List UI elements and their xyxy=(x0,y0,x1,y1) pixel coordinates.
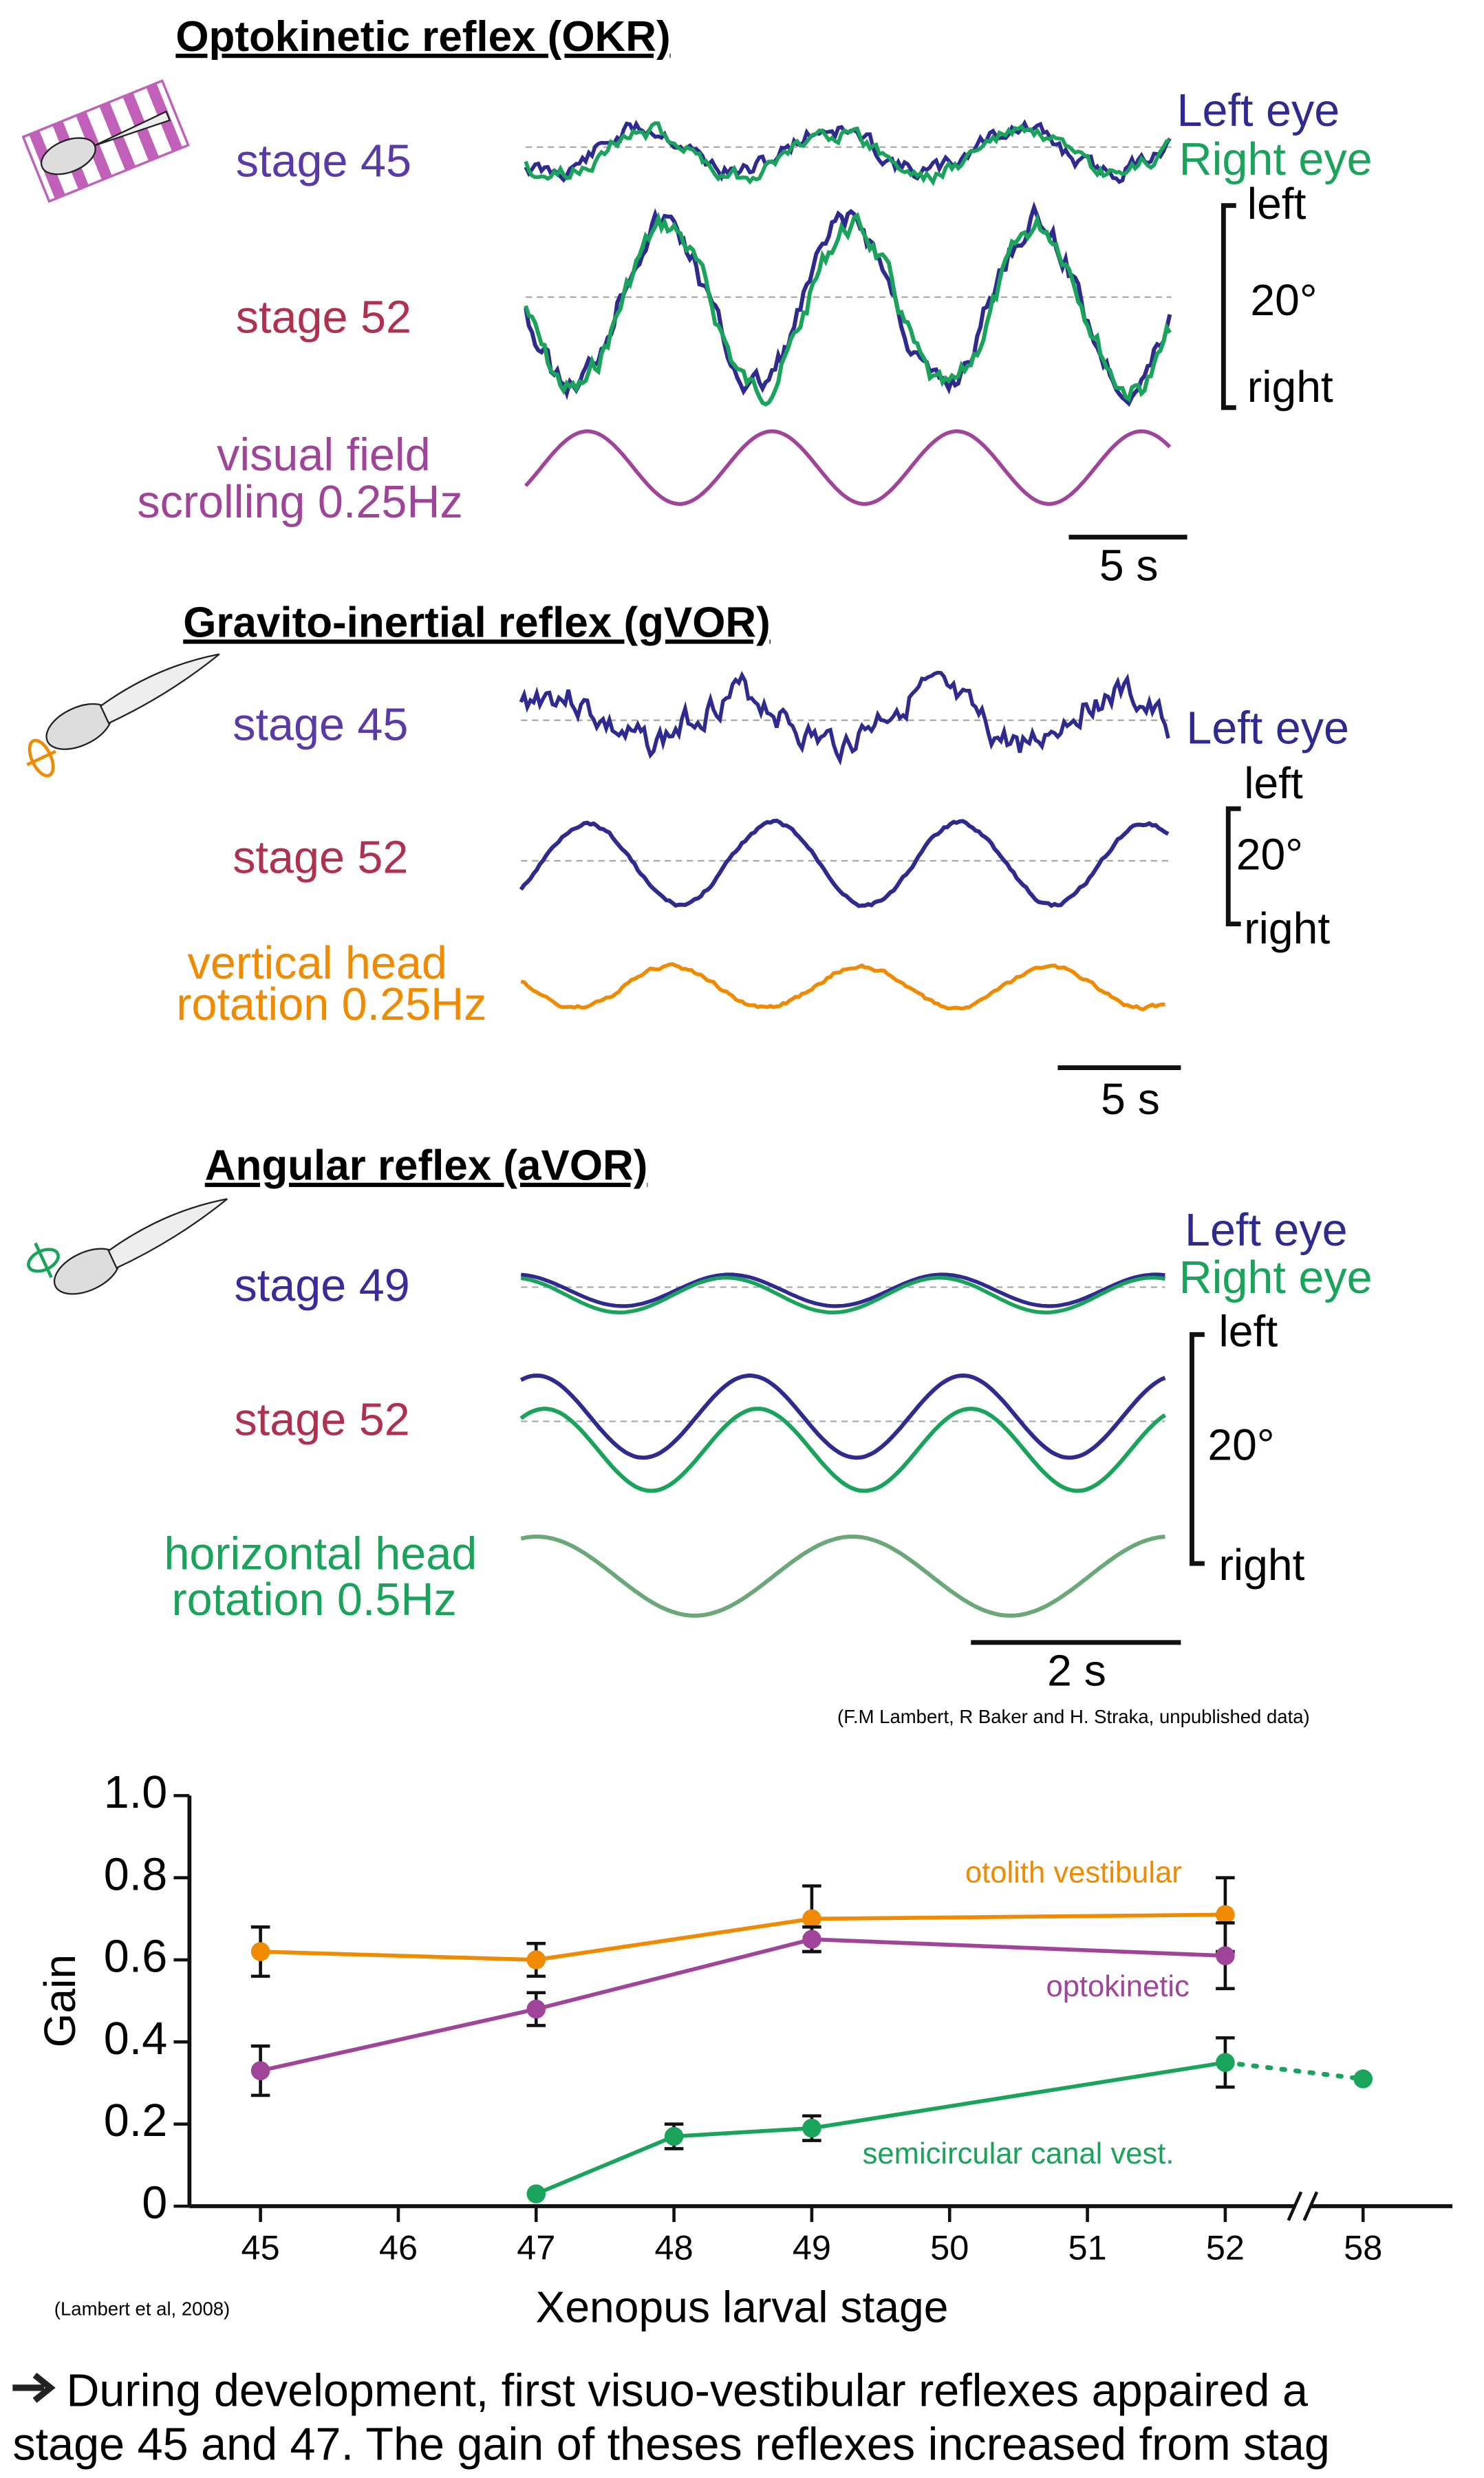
legend-label: Left eye xyxy=(1186,703,1349,754)
scale-label: right xyxy=(1244,904,1330,953)
point xyxy=(1216,1946,1235,1965)
trace xyxy=(519,1407,1167,1493)
point xyxy=(802,2118,821,2138)
credit: (F.M Lambert, R Baker and H. Straka, unp… xyxy=(837,1706,1310,1727)
row-label: stage 45 xyxy=(233,700,408,751)
trace xyxy=(520,1275,1166,1314)
trace xyxy=(519,670,1170,766)
row-label: stage 52 xyxy=(236,292,411,343)
scale-label: 20° xyxy=(1207,1420,1274,1470)
trace xyxy=(520,1272,1165,1308)
point xyxy=(1353,2069,1373,2089)
avor-icon xyxy=(27,1198,228,1295)
point xyxy=(802,1930,821,1949)
arrow xyxy=(12,2372,56,2403)
series-label: otolith vestibular xyxy=(965,1857,1182,1890)
y-tick-label: 1.0 xyxy=(104,1767,168,1818)
x-tick-label: 58 xyxy=(1344,2228,1382,2267)
axis-break xyxy=(1287,2191,1319,2221)
panel-title: Optokinetic reflex (OKR) xyxy=(175,13,670,61)
point xyxy=(526,1950,546,1969)
series-line xyxy=(535,2060,1226,2196)
y-tick-label: 0.6 xyxy=(104,1932,168,1983)
row-label: rotation 0.25Hz xyxy=(176,979,486,1030)
row-label: stage 52 xyxy=(234,1394,409,1445)
series-label: optokinetic xyxy=(1046,1970,1189,2003)
scale-bar xyxy=(1190,1332,1205,1566)
y-tick-label: 0.4 xyxy=(104,2014,168,2064)
point xyxy=(250,2061,270,2080)
y-tick-label: 0 xyxy=(142,2178,167,2229)
trace xyxy=(519,818,1170,908)
row-label: stage 52 xyxy=(233,833,408,884)
time-label: 5 s xyxy=(1101,1074,1160,1124)
legend-label: Right eye xyxy=(1179,1252,1373,1303)
trace xyxy=(520,1535,1165,1618)
scale-bar xyxy=(1220,203,1236,410)
scale-label: 20° xyxy=(1250,275,1317,325)
footer-text: stage 45 and 47. The gain of theses refl… xyxy=(12,2420,1330,2470)
row-label: stage 45 xyxy=(236,136,411,187)
x-tick-label: 50 xyxy=(930,2228,969,2267)
series-line xyxy=(259,1937,1226,2073)
scale-label: 20° xyxy=(1236,829,1303,879)
x-tick-label: 45 xyxy=(241,2228,280,2267)
gvor-icon xyxy=(26,653,220,778)
x-tick-label: 46 xyxy=(379,2228,418,2267)
trace xyxy=(524,211,1172,407)
panel-title: Gravito-inertial reflex (gVOR) xyxy=(183,599,771,646)
panel-title: Angular reflex (aVOR) xyxy=(205,1142,648,1190)
x-tick-label: 52 xyxy=(1206,2228,1245,2267)
trace xyxy=(524,429,1172,506)
x-axis-label: Xenopus larval stage xyxy=(535,2282,948,2331)
scale-bar xyxy=(1225,806,1241,927)
point xyxy=(1216,1905,1235,1925)
y-axis-label: Gain xyxy=(35,1954,85,2048)
point xyxy=(1216,2053,1235,2072)
series-line xyxy=(260,1912,1225,1962)
time-label: 5 s xyxy=(1099,540,1159,590)
scale-label: right xyxy=(1247,362,1333,412)
point xyxy=(250,1942,270,1961)
scale-label: right xyxy=(1218,1540,1304,1590)
x-tick-label: 47 xyxy=(517,2228,555,2267)
row-label: stage 49 xyxy=(234,1260,409,1311)
x-tick-label: 51 xyxy=(1068,2228,1107,2267)
time-label: 2 s xyxy=(1047,1646,1106,1696)
scale-label: left xyxy=(1247,179,1306,228)
okr-icon xyxy=(21,79,190,203)
row-label: vertical head xyxy=(188,938,447,989)
x-tick-label: 48 xyxy=(655,2228,693,2267)
row-label: visual field xyxy=(217,429,431,480)
y-tick-label: 0.8 xyxy=(104,1849,168,1900)
series-label: semicircular canal vest. xyxy=(863,2137,1174,2170)
footer-text: During development, first visuo-vestibul… xyxy=(66,2366,1308,2417)
row-label: rotation 0.5Hz xyxy=(172,1574,457,1625)
scale-label: left xyxy=(1218,1306,1278,1356)
trace xyxy=(519,1374,1166,1460)
source: (Lambert et al, 2008) xyxy=(54,2298,230,2320)
legend-label: Right eye xyxy=(1179,134,1373,185)
x-tick-label: 49 xyxy=(793,2228,831,2267)
legend-label: Left eye xyxy=(1176,85,1340,136)
y-tick-label: 0.2 xyxy=(104,2095,168,2146)
row-label: horizontal head xyxy=(164,1528,477,1579)
scale-label: left xyxy=(1244,758,1303,808)
trace xyxy=(524,121,1171,186)
legend-label: Left eye xyxy=(1185,1205,1348,1256)
trace xyxy=(520,962,1165,1012)
point xyxy=(802,1909,821,1929)
point xyxy=(526,2184,546,2203)
point xyxy=(526,1999,546,2019)
point xyxy=(664,2126,684,2146)
row-label: scrolling 0.25Hz xyxy=(137,477,462,528)
extrapolated-line xyxy=(1223,2060,1366,2082)
